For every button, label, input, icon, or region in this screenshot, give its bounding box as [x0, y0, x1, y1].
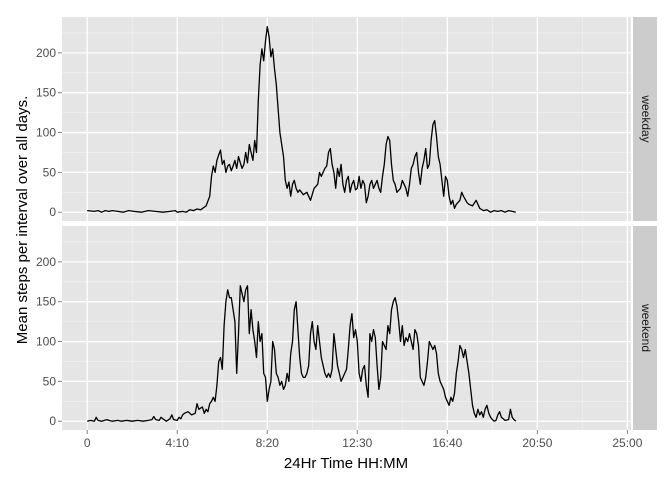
y-tick-label: 100	[36, 335, 56, 349]
panel-background	[62, 17, 631, 221]
panels-layer: 0 50 100 150 200 weekday 0 50 100 150 200 weekend	[36, 17, 657, 430]
panel-background	[62, 226, 631, 430]
y-tick-label: 100	[36, 126, 56, 140]
panel-weekday: 0 50 100 150 200 weekday	[36, 17, 657, 221]
series-line-weekday	[87, 25, 516, 213]
x-tick-label: 25:00	[612, 436, 642, 450]
panel-weekend: 0 50 100 150 200 weekend	[36, 226, 657, 430]
y-axis-title: Mean steps per interval over all days.	[14, 96, 31, 344]
y-tick-label: 200	[36, 46, 56, 60]
x-tick-label: 20:50	[522, 436, 552, 450]
x-tick-label: 12:30	[342, 436, 372, 450]
y-tick-label: 0	[49, 414, 56, 428]
x-axis: 0 4:10 8:20 12:30 16:40 20:50 25:00	[84, 430, 643, 450]
facet-strip	[633, 226, 657, 430]
y-tick-label: 200	[36, 255, 56, 269]
x-tick-label: 4:10	[166, 436, 190, 450]
y-tick-label: 150	[36, 295, 56, 309]
x-tick-label: 8:20	[256, 436, 280, 450]
facet-label-weekend: weekend	[639, 303, 653, 352]
y-tick-label: 0	[49, 205, 56, 219]
facet-label-weekday: weekday	[639, 94, 653, 142]
x-tick-label: 0	[84, 436, 91, 450]
y-tick-label: 50	[43, 374, 57, 388]
x-axis-title: 24Hr Time HH:MM	[284, 455, 408, 472]
facet-strip	[633, 17, 657, 221]
y-tick-label: 50	[43, 165, 57, 179]
y-tick-label: 150	[36, 86, 56, 100]
series-line-weekend	[87, 285, 517, 422]
x-tick-label: 16:40	[432, 436, 462, 450]
